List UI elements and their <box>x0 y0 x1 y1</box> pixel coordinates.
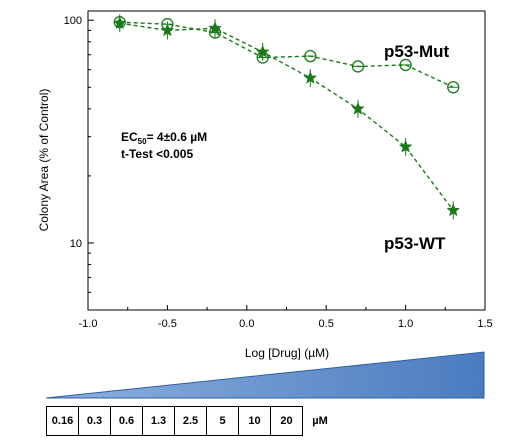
concentration-row: 0.16 0.3 0.6 1.3 2.5 5 10 20 µM <box>46 406 338 436</box>
series-label-p53-wt: p53-WT <box>384 234 446 253</box>
x-tick-label: 0.0 <box>239 318 254 330</box>
data-point-p53-wt <box>208 21 222 35</box>
concentration-cell: 0.3 <box>78 406 111 436</box>
concentration-cell: 20 <box>270 406 303 436</box>
y-tick-label: 100 <box>64 15 82 27</box>
x-tick-label: 1.5 <box>477 318 492 330</box>
concentration-cell: 2.5 <box>174 406 207 436</box>
x-axis-title: Log [Drug] (µM) <box>245 346 329 360</box>
concentration-cell: 5 <box>206 406 239 436</box>
y-tick-label: 10 <box>70 238 82 250</box>
ec50-subscript: 50 <box>138 137 147 146</box>
concentration-unit: µM <box>312 415 328 427</box>
concentration-cell: 0.16 <box>46 406 79 436</box>
data-point-p53-wt <box>112 16 127 29</box>
dose-response-chart: -1.0 -0.5 0.0 0.5 1.0 1.5 10 100 Log [Drug] (µ… <box>37 10 493 399</box>
concentration-cell: 0.6 <box>110 406 143 436</box>
ec50-prefix: EC <box>121 130 138 144</box>
data-point-p53-wt <box>351 101 365 115</box>
series-label-p53-mut: p53-Mut <box>384 42 450 61</box>
concentration-table: 0.16 0.3 0.6 1.3 2.5 5 10 20 µM <box>46 406 337 436</box>
ec50-annotation: EC50= 4±0.6 µM <box>121 130 207 146</box>
y-axis-title: Colony Area (% of Control) <box>37 89 51 232</box>
x-tick-label: -1.0 <box>79 318 98 330</box>
ec50-value: = 4±0.6 µM <box>147 130 208 144</box>
data-point-p53-wt <box>160 23 175 37</box>
data-point-p53-wt <box>398 139 413 153</box>
ttest-annotation: t-Test <0.005 <box>121 147 193 161</box>
data-point-p53-wt <box>303 70 318 84</box>
series-line-p53-wt <box>119 22 454 211</box>
concentration-cell: 1.3 <box>142 406 175 436</box>
concentration-wedge <box>45 351 485 399</box>
concentration-cell: 10 <box>238 406 271 436</box>
x-tick-label: -0.5 <box>158 318 177 330</box>
x-tick-label: 0.5 <box>319 318 334 330</box>
data-point-p53-wt <box>255 44 270 58</box>
x-tick-label: 1.0 <box>398 318 413 330</box>
data-point-p53-wt <box>446 203 461 217</box>
